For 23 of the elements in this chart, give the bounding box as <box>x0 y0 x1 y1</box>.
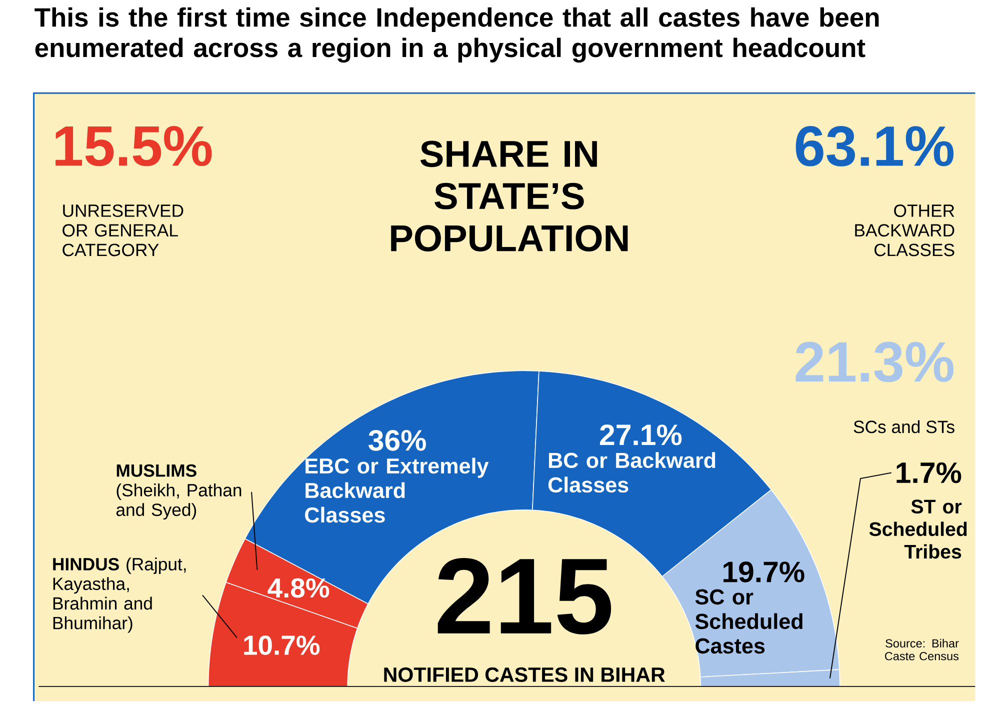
data-label: 36% <box>368 430 426 452</box>
data-label: 1.7% <box>896 462 962 484</box>
text: 15.5% <box>56 126 212 166</box>
chart-title: This is the first time since Independence that all castes have been enumerated across a region in a physical government headcount <box>34 8 879 63</box>
text: SCs and STs <box>854 420 954 434</box>
text: OTHER BACKWARD CLASSES <box>855 204 954 256</box>
data-label: 10.7% <box>244 636 320 656</box>
data-label: 19.7% <box>724 562 804 583</box>
slice-label: HINDUS (Rajput, Kayastha, Brahmin and Bhumihar) <box>53 558 186 633</box>
text: UNRESERVED OR GENERAL CATEGORY <box>62 204 184 256</box>
text: 215 <box>438 558 612 635</box>
slice-label: MUSLIMS (Sheikh, Pathan and Syed) <box>116 464 242 520</box>
slice-label: EBC or Extremely Backward Classes <box>305 458 489 523</box>
slice-label: SC or Scheduled Castes <box>695 589 802 654</box>
text: 63.1% <box>796 126 954 167</box>
data-label: 27.1% <box>600 424 682 446</box>
text: 21.3% <box>796 342 954 382</box>
slice-label: BC or Backward Classes <box>548 452 716 493</box>
source-note: Source: Bihar Caste Census <box>885 639 959 660</box>
text: NOTIFIED CASTES IN BIHAR <box>384 668 665 682</box>
data-label: 4.8% <box>268 578 330 598</box>
chart-subtitle: SHARE IN STATE’S POPULATION <box>391 140 628 252</box>
slice-label: ST or Scheduled Tribes <box>869 500 967 559</box>
